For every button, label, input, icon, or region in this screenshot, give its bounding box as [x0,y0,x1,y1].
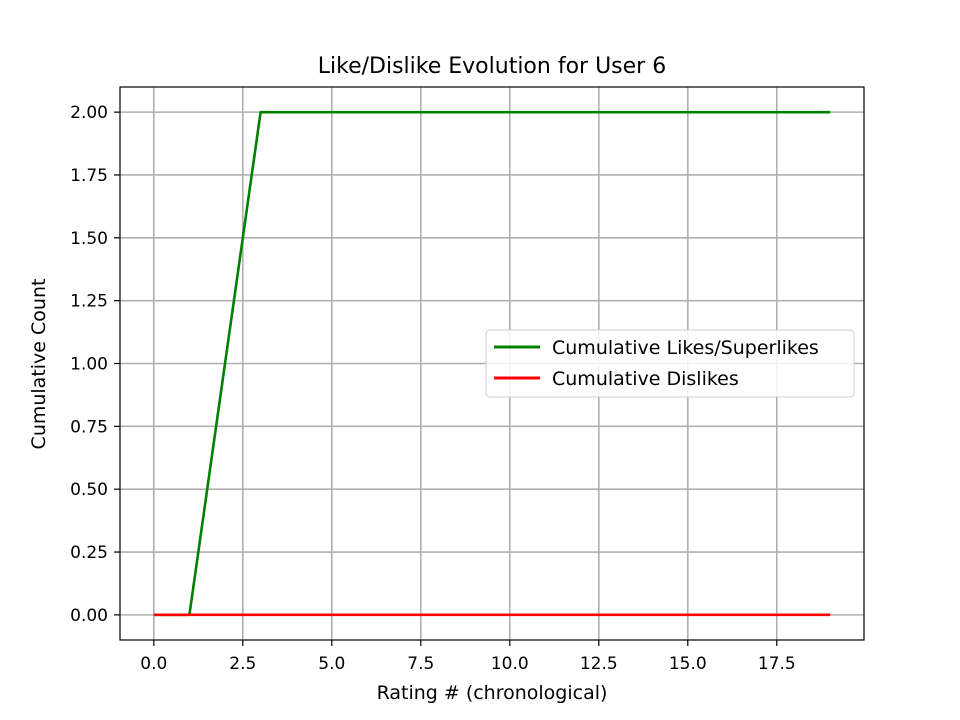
x-tick-label: 5.0 [318,654,345,674]
chart-title: Like/Dislike Evolution for User 6 [318,54,666,79]
y-tick-label: 1.25 [70,292,108,312]
x-tick-label: 12.5 [580,654,618,674]
series-lines [153,110,831,617]
y-tick-label: 1.50 [70,229,108,249]
y-axis-label: Cumulative Count [28,279,50,450]
y-tick-label: 0.50 [70,480,108,500]
legend-label-dislikes: Cumulative Dislikes [552,368,739,390]
y-tick-label: 1.75 [70,166,108,186]
y-tick-label: 0.25 [70,543,108,563]
x-tick-label: 0.0 [140,654,167,674]
legend-label-likes: Cumulative Likes/Superlikes [552,337,819,359]
x-tick-label: 10.0 [491,654,529,674]
y-tick-label: 0.00 [70,606,108,626]
x-axis-label: Rating # (chronological) [377,682,608,704]
legend: Cumulative Likes/Superlikes Cumulative D… [485,329,855,398]
x-tick-label: 2.5 [229,654,256,674]
series-line-likes [153,110,831,617]
x-tick-label: 15.0 [669,654,707,674]
y-tick-label: 1.00 [70,355,108,375]
x-tick-label: 7.5 [407,654,434,674]
ticks: 0.0 2.5 5.0 7.5 10.0 12.5 15.0 17.5 0.00 0.25 0.50… [70,103,796,674]
x-tick-label: 17.5 [758,654,796,674]
y-tick-label: 2.00 [70,103,108,123]
y-tick-label: 0.75 [70,417,108,437]
legend-box [485,329,855,398]
